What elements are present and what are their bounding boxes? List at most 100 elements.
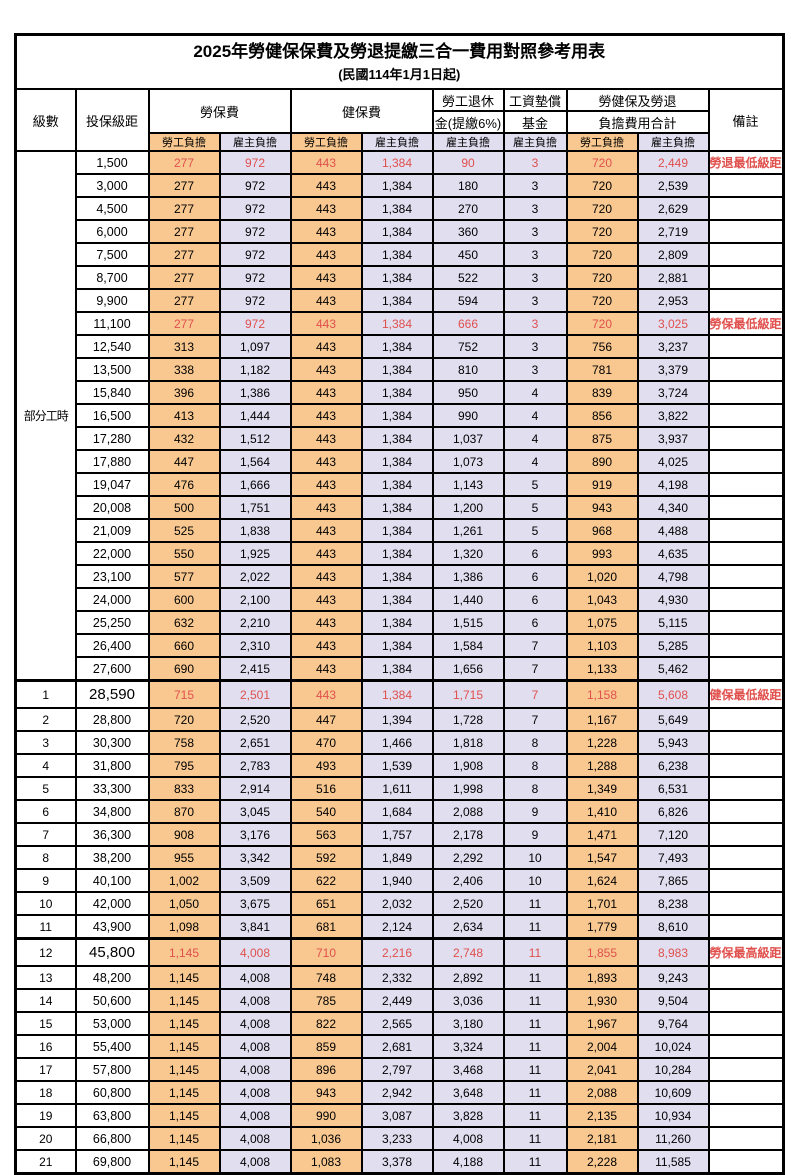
value-cell: 1,444 [218,403,292,428]
subheader-hi-employee: 勞工負擔 [289,132,363,152]
bracket-cell: 55,400 [74,1034,150,1059]
value-cell: 11 [502,1103,568,1128]
value-cell: 1,043 [565,587,639,612]
value-cell: 1,145 [147,1057,221,1082]
value-cell: 990 [289,1103,363,1128]
value-cell: 781 [565,357,639,382]
value-cell: 3,379 [636,357,710,382]
value-cell: 4,008 [218,1057,292,1082]
note-cell [707,173,785,198]
value-cell: 443 [289,219,363,244]
value-cell: 4,340 [636,495,710,520]
value-cell: 3 [502,288,568,313]
value-cell: 3,087 [360,1103,434,1128]
note-cell [707,1126,785,1151]
level-cell: 2 [14,707,77,732]
part-time-group-label: 部分工時 [14,150,77,682]
col-header-wage-fund-line2: 基金 [502,110,568,134]
level-cell: 5 [14,776,77,801]
value-cell: 3,180 [431,1011,505,1036]
table-row: 3 30,300 758 2,651 470 1,466 1,818 8 1,228 5,943 [14,730,785,755]
value-cell: 8,238 [636,891,710,916]
note-cell [707,564,785,589]
value-cell: 4,198 [636,472,710,497]
value-cell: 720 [565,311,639,336]
value-cell: 11,585 [636,1149,710,1175]
table-row: 8,700 277 972 443 1,384 522 3 720 2,881 [16,265,785,290]
value-cell: 3,509 [218,868,292,893]
note-cell: 健保最低級距 [707,679,785,709]
value-cell: 1,666 [218,472,292,497]
value-cell: 4,635 [636,541,710,566]
value-cell: 1,097 [218,334,292,359]
table-row: 5 33,300 833 2,914 516 1,611 1,998 8 1,349 6,531 [14,776,785,801]
value-cell: 1,684 [360,799,434,824]
table-row: 16 55,400 1,145 4,008 859 2,681 3,324 11 2,004 10… [14,1034,785,1059]
value-cell: 1,940 [360,868,434,893]
table-row: 21,009 525 1,838 443 1,384 1,261 5 968 4,488 [16,518,785,543]
value-cell: 443 [289,518,363,543]
value-cell: 1,075 [565,610,639,635]
bracket-cell: 38,200 [74,845,150,870]
col-header-total-line1: 勞健保及勞退 [565,88,710,112]
value-cell: 1,143 [431,472,505,497]
value-cell: 2,942 [360,1080,434,1105]
value-cell: 3,648 [431,1080,505,1105]
bracket-cell: 9,900 [74,288,150,313]
value-cell: 443 [289,472,363,497]
bracket-cell: 20,008 [74,495,150,520]
note-cell [707,776,785,801]
value-cell: 5,115 [636,610,710,635]
value-cell: 4,008 [218,1011,292,1036]
value-cell: 277 [147,196,221,221]
value-cell: 2,178 [431,822,505,847]
bracket-cell: 50,600 [74,988,150,1013]
value-cell: 720 [147,707,221,732]
level-cell: 1 [14,679,77,709]
value-cell: 2,332 [360,965,434,990]
table-row: 17 57,800 1,145 4,008 896 2,797 3,468 11 2,041 10… [14,1057,785,1082]
value-cell: 715 [147,679,221,709]
subheader-total-employer: 雇主負擔 [636,132,710,152]
bracket-cell: 45,800 [74,937,150,967]
bracket-cell: 7,500 [74,242,150,267]
value-cell: 4,008 [218,1103,292,1128]
value-cell: 839 [565,380,639,405]
value-cell: 11 [502,1057,568,1082]
value-cell: 11 [502,1011,568,1036]
value-cell: 2,719 [636,219,710,244]
value-cell: 450 [431,242,505,267]
col-header-wage-fund-line1: 工資墊償 [502,88,568,112]
value-cell: 2,135 [565,1103,639,1128]
value-cell: 5,285 [636,633,710,658]
value-cell: 2,881 [636,265,710,290]
table-row: 11,100 277 972 443 1,384 666 3 720 3,025 勞保最低級距 [16,311,785,336]
value-cell: 1,394 [360,707,434,732]
note-cell [707,633,785,658]
bracket-cell: 42,000 [74,891,150,916]
value-cell: 919 [565,472,639,497]
value-cell: 943 [565,495,639,520]
value-cell: 7 [502,707,568,732]
value-cell: 875 [565,426,639,451]
value-cell: 443 [289,610,363,635]
bracket-cell: 31,800 [74,753,150,778]
value-cell: 890 [565,449,639,474]
value-cell: 9,243 [636,965,710,990]
title-row: 2025年勞健保保費及勞退提繳三合一費用對照參考用表 (民國114年1月1日起) [14,33,785,90]
value-cell: 396 [147,380,221,405]
value-cell: 1,103 [565,633,639,658]
value-cell: 2,539 [636,173,710,198]
value-cell: 443 [289,541,363,566]
value-cell: 1,384 [360,357,434,382]
note-cell [707,1057,785,1082]
value-cell: 432 [147,426,221,451]
value-cell: 1,384 [360,288,434,313]
value-cell: 11 [502,1034,568,1059]
value-cell: 2,748 [431,937,505,967]
value-cell: 11 [502,937,568,967]
value-cell: 443 [289,403,363,428]
note-cell [707,380,785,405]
table-row: 7 36,300 908 3,176 563 1,757 2,178 9 1,471 7,120 [14,822,785,847]
value-cell: 3 [502,334,568,359]
